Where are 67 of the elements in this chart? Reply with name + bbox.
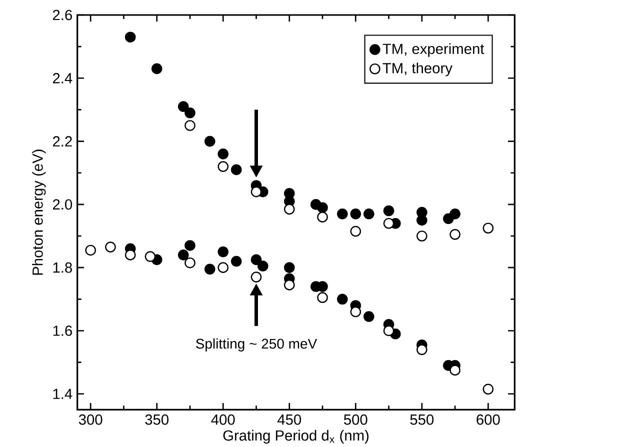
legend-label: TM, experiment: [382, 43, 484, 57]
x-tick-label: 600: [476, 414, 500, 425]
point: [184, 257, 196, 268]
annotation: Splitting ~ 250 meV: [196, 338, 318, 352]
point: [284, 280, 295, 290]
point: [317, 292, 328, 303]
point: [317, 212, 328, 222]
x-tick-label: 500: [344, 414, 368, 425]
y-tick-label: 1.4: [53, 388, 72, 399]
point: [350, 226, 362, 237]
legend-label: TM, theory: [382, 62, 452, 76]
point: [151, 63, 162, 74]
x-tick-label: 300: [78, 414, 102, 425]
point: [230, 256, 242, 267]
point: [416, 344, 428, 356]
point: [317, 202, 328, 213]
point: [482, 384, 494, 395]
point: [124, 250, 136, 260]
x-tick-label: 550: [410, 414, 434, 425]
point: [85, 244, 96, 256]
point: [336, 208, 348, 220]
y-tick-label: 1.6: [53, 326, 72, 336]
x-tick-label: 350: [145, 414, 168, 425]
point: [250, 254, 262, 266]
point: [184, 107, 196, 118]
x-tick-label: 400: [211, 414, 235, 425]
y-tick-label: 2.6: [52, 10, 72, 20]
point: [363, 208, 374, 220]
point: [450, 208, 460, 220]
point: [383, 218, 394, 229]
point: [450, 364, 460, 376]
point: [336, 294, 348, 305]
point: [204, 264, 216, 275]
point: [204, 136, 216, 147]
point: [105, 242, 116, 252]
point: [363, 311, 374, 322]
point: [284, 204, 295, 215]
y-tick-label: 2.2: [52, 136, 72, 146]
point: [230, 164, 242, 176]
point: [178, 101, 189, 112]
point: [250, 272, 262, 282]
y-tick-label: 1.8: [53, 262, 72, 273]
point: [124, 32, 136, 42]
point: [184, 240, 196, 251]
point: [218, 161, 229, 172]
point: [250, 186, 262, 198]
y-tick-label: 2.0: [52, 199, 72, 210]
x-axis-title: Grating Period d$_{x}$ (nm): [223, 430, 368, 444]
point: [383, 205, 394, 216]
y-tick-label: 2.4: [52, 73, 72, 84]
point: [482, 222, 494, 234]
point: [218, 148, 229, 160]
point: [144, 251, 156, 262]
point: [178, 250, 189, 260]
point: [218, 246, 229, 258]
point: [184, 120, 196, 131]
point: [416, 214, 428, 226]
point: [383, 325, 394, 336]
point: [350, 306, 362, 318]
point: [257, 260, 268, 272]
y-axis-title: Photon energy (eV): [32, 150, 46, 275]
x-tick-label: 450: [277, 414, 302, 425]
point: [450, 229, 460, 240]
point: [218, 262, 229, 273]
point: [284, 262, 295, 273]
point: [416, 230, 428, 242]
point: [350, 208, 362, 220]
